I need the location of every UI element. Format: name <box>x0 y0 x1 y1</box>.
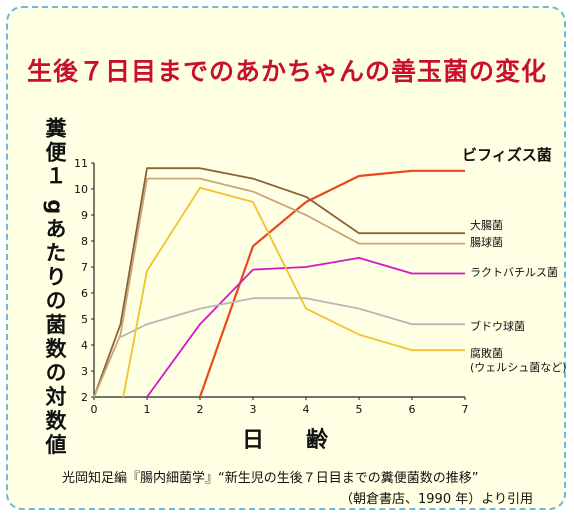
x-tick-label: 2 <box>197 403 204 416</box>
y-tick-label: 9 <box>81 209 88 222</box>
series-line-2 <box>93 167 465 398</box>
x-tick-label: 7 <box>462 403 469 416</box>
series-line-5 <box>120 297 465 339</box>
series-label-6: 腐敗菌 <box>470 346 503 360</box>
series-label-2: 大腸菌 <box>470 218 503 232</box>
x-tick-label: 5 <box>356 403 363 416</box>
y-axis-label: 糞便１ gあたりの菌数の対数値 <box>43 117 67 458</box>
citation-line-1: 光岡知足編『腸内細菌学』“新生児の生後７日目までの糞便菌数の推移” <box>62 471 479 486</box>
series-label-1: ビフィズス菌 <box>462 146 552 164</box>
series-line-1 <box>198 169 465 398</box>
y-tick-label: 3 <box>81 365 88 378</box>
y-tick-label: 4 <box>81 339 88 352</box>
x-tick-label: 3 <box>250 403 257 416</box>
x-axis-label: 日 齢 <box>242 428 339 453</box>
y-tick-label: 2 <box>81 391 88 404</box>
series-label-3: 腸球菌 <box>470 235 503 249</box>
y-tick-label: 7 <box>81 261 88 274</box>
y-tick-label: 10 <box>74 183 88 196</box>
series-line-6 <box>122 186 465 398</box>
x-tick-label: 4 <box>303 403 310 416</box>
y-tick-label: 5 <box>81 313 88 326</box>
series-label-6: (ウェルシュ菌など) <box>470 361 567 374</box>
y-tick-label: 8 <box>81 235 88 248</box>
x-tick-label: 0 <box>91 403 98 416</box>
series-line-3 <box>93 177 465 398</box>
series-label-5: ブドウ球菌 <box>470 319 525 333</box>
x-tick-label: 6 <box>409 403 416 416</box>
chart-panel <box>6 6 566 510</box>
chart-title: 生後７日目までのあかちゃんの善玉菌の変化 <box>26 57 547 86</box>
y-tick-label: 6 <box>81 287 88 300</box>
series-line-4 <box>146 256 465 398</box>
y-tick-label: 11 <box>74 157 88 170</box>
x-tick-label: 1 <box>144 403 151 416</box>
series-label-4: ラクトバチルス菌 <box>470 266 558 279</box>
citation-line-2: （朝倉書店、1990 年）より引用 <box>340 492 533 507</box>
